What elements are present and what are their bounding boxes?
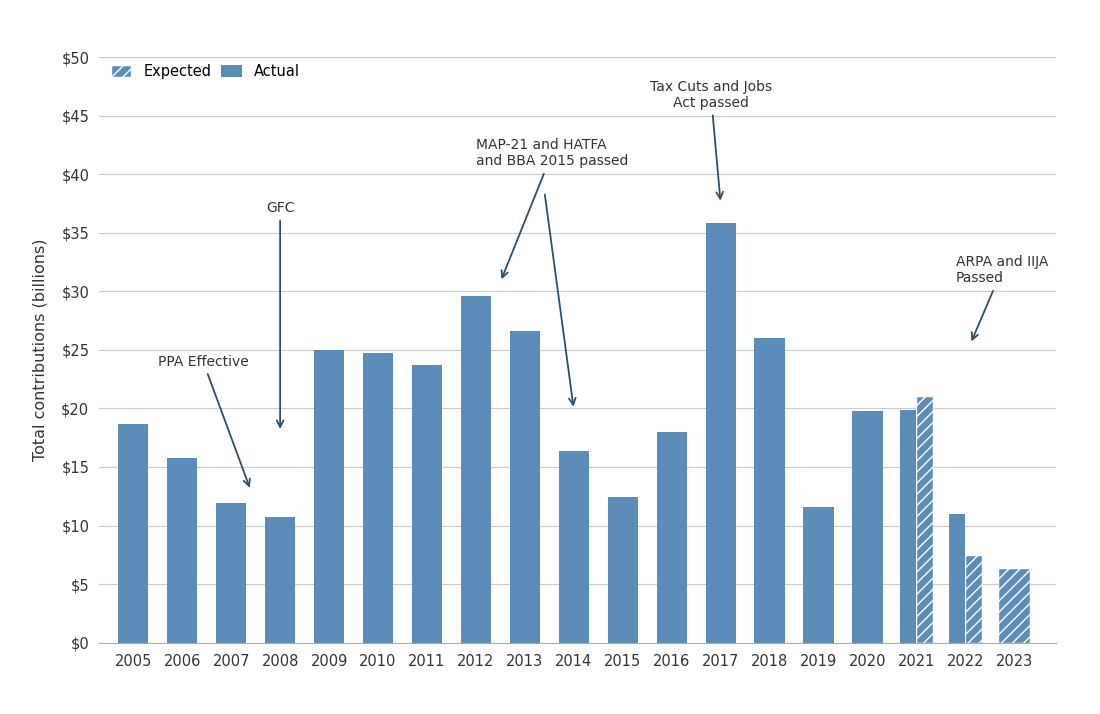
Bar xyxy=(657,432,686,643)
Bar xyxy=(949,514,965,643)
Bar xyxy=(314,350,344,643)
Y-axis label: Total contributions (billions): Total contributions (billions) xyxy=(32,238,47,461)
Bar xyxy=(461,296,491,643)
Text: GFC: GFC xyxy=(266,201,295,427)
Bar xyxy=(755,338,784,643)
Bar xyxy=(411,365,442,643)
Bar xyxy=(852,411,882,643)
Legend: Expected, Actual: Expected, Actual xyxy=(111,64,299,79)
Bar xyxy=(900,410,916,643)
Bar xyxy=(265,518,295,643)
Bar xyxy=(803,507,834,643)
Bar xyxy=(966,556,982,643)
Bar xyxy=(999,569,1030,643)
Bar xyxy=(559,451,588,643)
Text: Tax Cuts and Jobs
Act passed: Tax Cuts and Jobs Act passed xyxy=(650,80,772,198)
Text: MAP-21 and HATFA
and BBA 2015 passed: MAP-21 and HATFA and BBA 2015 passed xyxy=(476,139,628,278)
Bar xyxy=(118,423,148,643)
Bar xyxy=(607,498,638,643)
Bar xyxy=(705,223,736,643)
Bar xyxy=(363,353,393,643)
Bar xyxy=(509,331,540,643)
Bar xyxy=(167,458,197,643)
Bar xyxy=(917,397,933,643)
Bar xyxy=(216,503,246,643)
Text: ARPA and IIJA
Passed: ARPA and IIJA Passed xyxy=(956,256,1048,340)
Text: PPA Effective: PPA Effective xyxy=(157,355,250,486)
